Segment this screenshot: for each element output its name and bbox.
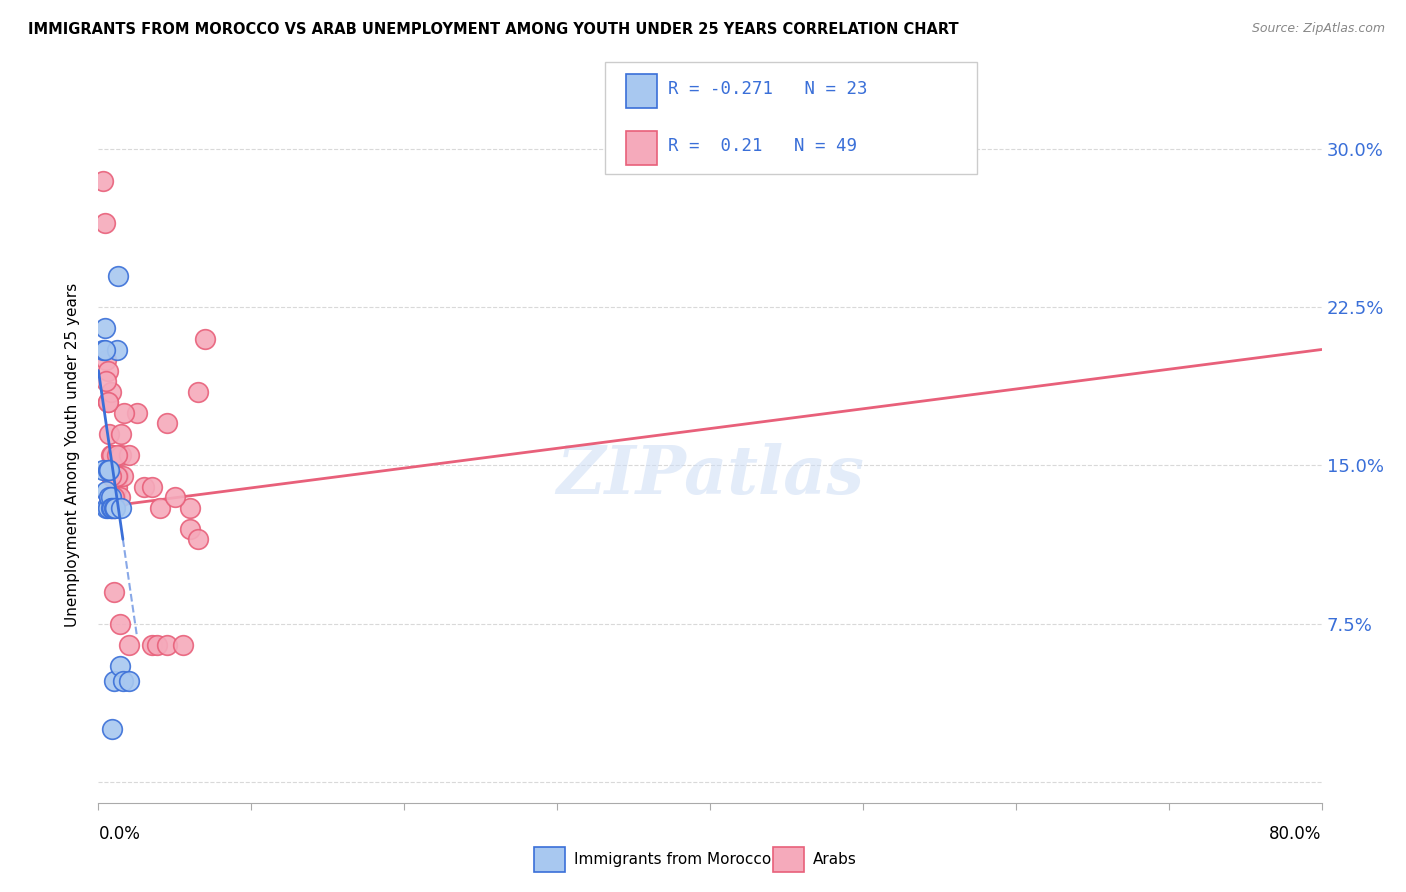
Point — [94, 483, 117, 498]
Point — [100, 384, 122, 399]
Point — [103, 585, 125, 599]
Point — [94, 374, 117, 388]
Point — [187, 384, 209, 399]
Point — [100, 490, 122, 504]
Point — [97, 500, 120, 515]
Point — [145, 638, 167, 652]
Text: Arabs: Arabs — [813, 853, 856, 867]
Point — [108, 490, 131, 504]
Text: R = -0.271   N = 23: R = -0.271 N = 23 — [668, 80, 868, 98]
Point — [118, 448, 141, 462]
Point — [93, 343, 115, 357]
Text: 0.0%: 0.0% — [98, 825, 141, 843]
Point — [105, 448, 128, 462]
Point — [101, 500, 124, 515]
Point — [103, 490, 125, 504]
Y-axis label: Unemployment Among Youth under 25 years: Unemployment Among Youth under 25 years — [65, 283, 80, 627]
Point — [105, 469, 128, 483]
Point — [94, 353, 117, 368]
Point — [134, 479, 156, 493]
Point — [100, 500, 122, 515]
Point — [105, 343, 128, 357]
Point — [103, 673, 125, 688]
Point — [98, 490, 121, 504]
Point — [111, 469, 134, 483]
Point — [104, 469, 127, 483]
Point — [91, 343, 114, 357]
Point — [179, 500, 201, 515]
Point — [104, 490, 127, 504]
Point — [118, 673, 141, 688]
Text: R =  0.21   N = 49: R = 0.21 N = 49 — [668, 137, 856, 155]
Point — [111, 673, 134, 688]
Point — [103, 500, 125, 515]
Point — [105, 479, 128, 493]
Point — [94, 500, 117, 515]
Point — [103, 500, 125, 515]
Point — [101, 722, 124, 736]
Text: 80.0%: 80.0% — [1270, 825, 1322, 843]
Point — [97, 395, 120, 409]
Point — [93, 321, 115, 335]
Point — [91, 463, 114, 477]
Point — [194, 332, 217, 346]
Point — [97, 395, 120, 409]
Point — [179, 522, 201, 536]
Point — [141, 479, 163, 493]
Point — [104, 500, 127, 515]
Text: ZIPatlas: ZIPatlas — [557, 443, 863, 508]
Point — [141, 638, 163, 652]
Point — [91, 174, 114, 188]
Point — [100, 500, 122, 515]
Point — [108, 616, 131, 631]
Point — [118, 638, 141, 652]
Point — [125, 406, 148, 420]
Point — [107, 268, 129, 283]
Point — [97, 463, 120, 477]
Point — [100, 469, 122, 483]
Point — [163, 490, 186, 504]
Point — [112, 406, 135, 420]
Point — [149, 500, 172, 515]
Point — [103, 469, 125, 483]
Point — [101, 490, 124, 504]
Point — [100, 448, 122, 462]
Point — [101, 469, 124, 483]
Point — [172, 638, 194, 652]
Point — [187, 533, 209, 547]
Point — [97, 363, 120, 377]
Text: IMMIGRANTS FROM MOROCCO VS ARAB UNEMPLOYMENT AMONG YOUTH UNDER 25 YEARS CORRELAT: IMMIGRANTS FROM MOROCCO VS ARAB UNEMPLOY… — [28, 22, 959, 37]
Point — [156, 638, 179, 652]
Text: Source: ZipAtlas.com: Source: ZipAtlas.com — [1251, 22, 1385, 36]
Point — [98, 490, 121, 504]
Point — [110, 426, 132, 441]
Point — [98, 463, 121, 477]
Point — [110, 500, 132, 515]
Point — [107, 469, 129, 483]
Point — [110, 448, 132, 462]
Point — [93, 216, 115, 230]
Text: Immigrants from Morocco: Immigrants from Morocco — [574, 853, 770, 867]
Point — [101, 448, 124, 462]
Point — [108, 658, 131, 673]
Point — [156, 417, 179, 431]
Point — [98, 426, 121, 441]
